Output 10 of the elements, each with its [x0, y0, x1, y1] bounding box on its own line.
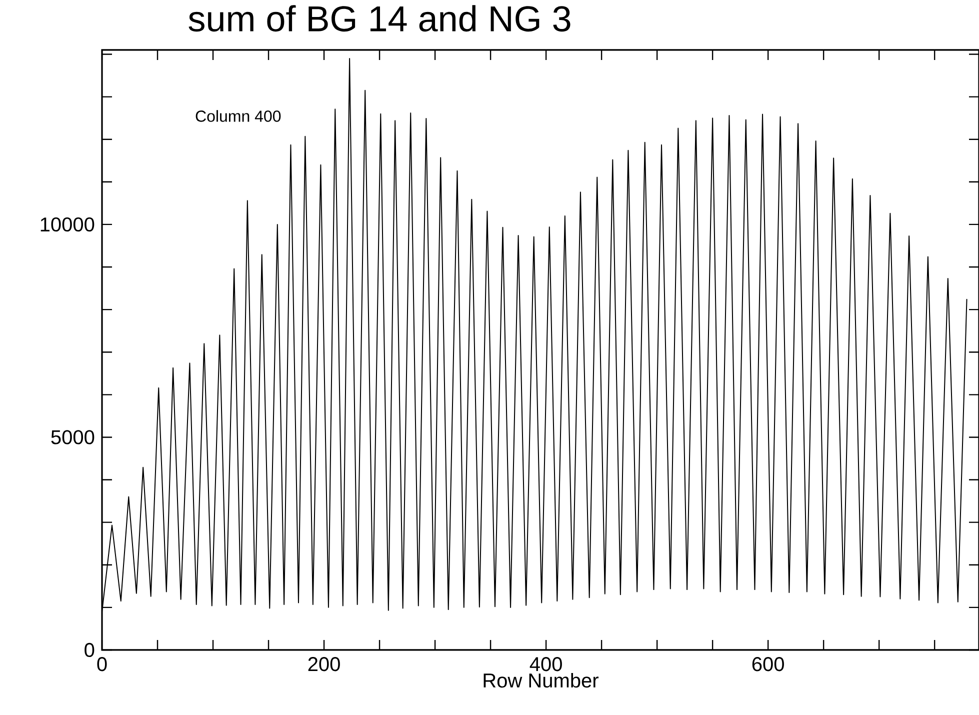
y-tick-label: 0 — [84, 642, 94, 658]
x-tick-label: 600 — [752, 657, 784, 672]
x-tick-label: 200 — [308, 657, 340, 672]
y-tick-label: 5000 — [51, 430, 94, 444]
x-axis-title: Row Number — [484, 672, 598, 688]
x-tick-label: 0 — [97, 657, 107, 672]
text: Column 400 — [196, 110, 281, 122]
x-tick-label: 400 — [530, 657, 562, 672]
chart-title: sum of BG 14 and NG 3 — [188, 5, 570, 32]
y-tick-label: 10000 — [40, 217, 94, 232]
